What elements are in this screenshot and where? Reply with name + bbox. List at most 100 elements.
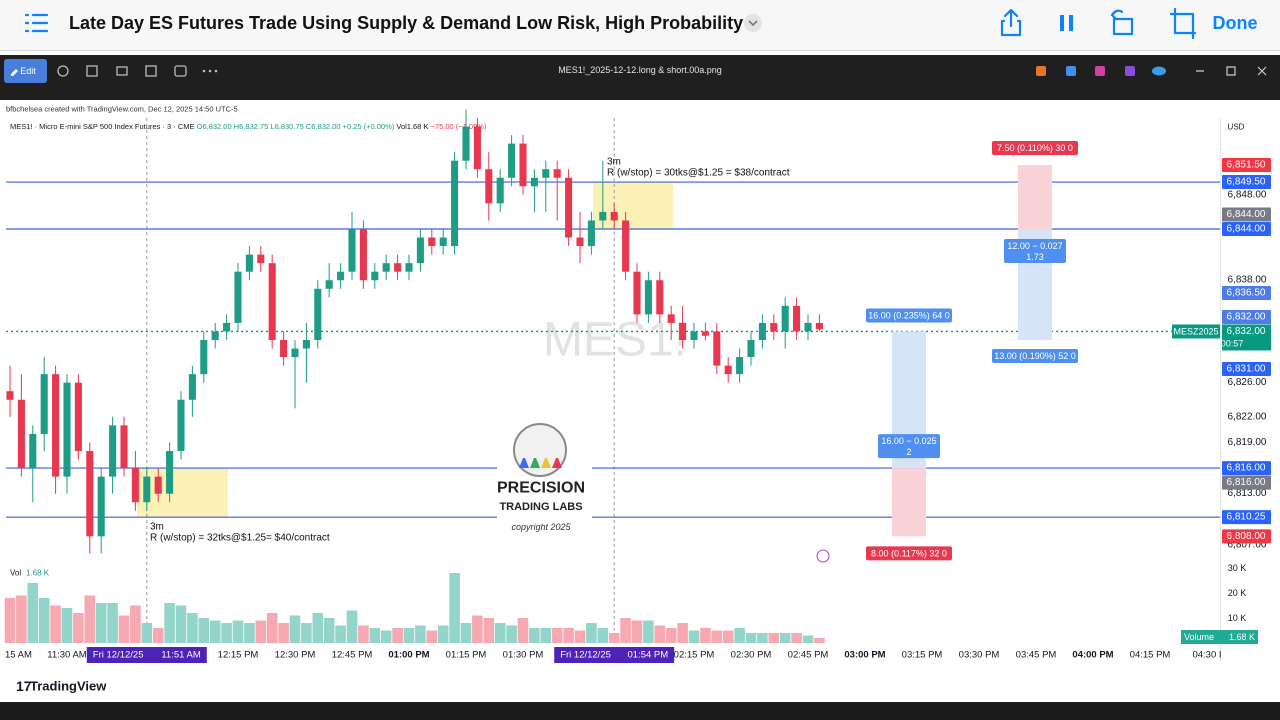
volume-bar xyxy=(198,618,210,643)
candle-body xyxy=(428,237,436,247)
price-badge xyxy=(1222,175,1271,190)
volume-bar xyxy=(711,630,723,643)
volume-bar xyxy=(141,623,153,643)
symbol-tag xyxy=(1172,324,1220,339)
done-button[interactable]: Done xyxy=(1213,13,1258,33)
candle-body xyxy=(97,476,105,537)
candle-body xyxy=(109,425,117,477)
position-label-bg xyxy=(1004,239,1066,263)
candle-body xyxy=(337,271,345,281)
x-tick-label: 03:30 PM xyxy=(959,650,1000,661)
candle-body xyxy=(451,160,459,247)
volume-title: Vol xyxy=(10,569,21,578)
y-tick-label: 6,848.00 xyxy=(1228,189,1267,200)
candle-body xyxy=(325,280,333,289)
share-button[interactable] xyxy=(1000,8,1022,37)
pause-button[interactable] xyxy=(1060,15,1073,31)
volume-bar xyxy=(551,628,563,643)
volume-bar xyxy=(301,623,312,643)
position-label: 1.73 xyxy=(1026,252,1044,262)
app-icons[interactable] xyxy=(1036,66,1267,76)
candle-body xyxy=(143,476,151,503)
volume-bar xyxy=(392,628,403,643)
position-label-bg xyxy=(866,308,952,323)
position-label-bg xyxy=(992,349,1078,363)
candle-body xyxy=(576,237,584,247)
legend-ohlc: O6,832.00 H6,832.75 L6,830.75 C6,832.00 … xyxy=(197,122,395,131)
volume-bar xyxy=(757,633,768,643)
price-badge xyxy=(1222,157,1271,172)
brand-mark: 17 xyxy=(16,678,32,694)
edit-button[interactable]: Edit xyxy=(4,59,47,83)
candle-body xyxy=(382,263,390,272)
candle-body xyxy=(793,305,801,332)
candle-body xyxy=(815,322,823,330)
crosshair-label-bg xyxy=(554,647,675,663)
crop-button[interactable] xyxy=(1169,7,1197,40)
candle-body xyxy=(599,211,607,221)
volume-tick-label: 10 K xyxy=(1228,613,1247,623)
volume-bar xyxy=(27,583,39,643)
volume-bar xyxy=(244,623,255,643)
last-price-label: 6,832.00 xyxy=(1227,326,1266,337)
top-bar xyxy=(0,0,1280,50)
price-badge-label: 6,810.25 xyxy=(1227,512,1266,523)
price-badge xyxy=(1222,529,1271,544)
annotation: R (w/stop) = 30tks@$1.25 = $38/contract xyxy=(607,168,790,179)
crosshair-time: 11:51 AM xyxy=(161,650,201,661)
candle-body xyxy=(291,348,299,358)
volume-bar xyxy=(802,635,814,643)
volume-bar xyxy=(38,598,50,643)
candle-body xyxy=(120,425,128,469)
volume-bar xyxy=(494,623,506,643)
x-tick-label: 03:15 PM xyxy=(902,650,943,661)
candle-body xyxy=(747,340,755,358)
volume-bar xyxy=(734,628,745,643)
volume-bar xyxy=(187,613,198,643)
x-tick-label: 01:00 PM xyxy=(388,650,429,661)
logo-flask xyxy=(519,458,529,468)
volume-bar xyxy=(16,595,27,643)
volume-bar xyxy=(700,628,711,643)
volume-badge-value: 1.68 K xyxy=(1229,632,1255,642)
candle-body xyxy=(587,220,595,247)
rotate-button[interactable] xyxy=(1110,9,1134,36)
candle-body xyxy=(63,382,71,477)
annotation: 3m xyxy=(607,157,621,168)
candle-body xyxy=(542,169,550,178)
x-tick-label: 02:30 PM xyxy=(731,650,772,661)
volume-bar xyxy=(130,605,141,643)
logo-sub: TRADING LABS xyxy=(499,501,582,513)
volume-bar xyxy=(415,625,426,643)
price-badge xyxy=(1222,207,1271,222)
plot: 7.50 (0.110%) 30 0 13.00 (0.190%) 52 0 12.… xyxy=(4,109,1271,663)
volume-bar xyxy=(73,613,84,643)
viewer-tools[interactable] xyxy=(57,65,218,77)
menu-button[interactable] xyxy=(24,13,49,33)
volume-bar xyxy=(529,628,540,643)
candle-body xyxy=(223,322,231,332)
candle-body xyxy=(40,374,48,434)
position-label-bg xyxy=(878,434,940,459)
bottom-bar xyxy=(0,702,1280,720)
candle-body xyxy=(724,365,732,375)
symbol-label: MESZ2025 xyxy=(1173,326,1218,336)
candle-body xyxy=(29,433,37,469)
price-badge-label: 6,851.50 xyxy=(1227,159,1266,170)
volume-bar xyxy=(61,608,73,643)
price-badge xyxy=(1222,286,1271,301)
volume-bar xyxy=(335,625,346,643)
candle-body xyxy=(781,305,789,332)
position-label: 16.00 (0.235%) 64 0 xyxy=(868,310,950,320)
volume-bar xyxy=(358,625,369,643)
title-menu[interactable] xyxy=(744,14,762,32)
x-tick-label: 12:30 PM xyxy=(275,650,316,661)
y-tick-label: 6,838.00 xyxy=(1228,275,1267,286)
candle-body xyxy=(52,374,60,477)
candle-body xyxy=(439,237,447,247)
candle-body xyxy=(496,177,504,204)
price-badge xyxy=(1222,309,1271,324)
x-tick-label: 15 AM xyxy=(5,650,32,661)
